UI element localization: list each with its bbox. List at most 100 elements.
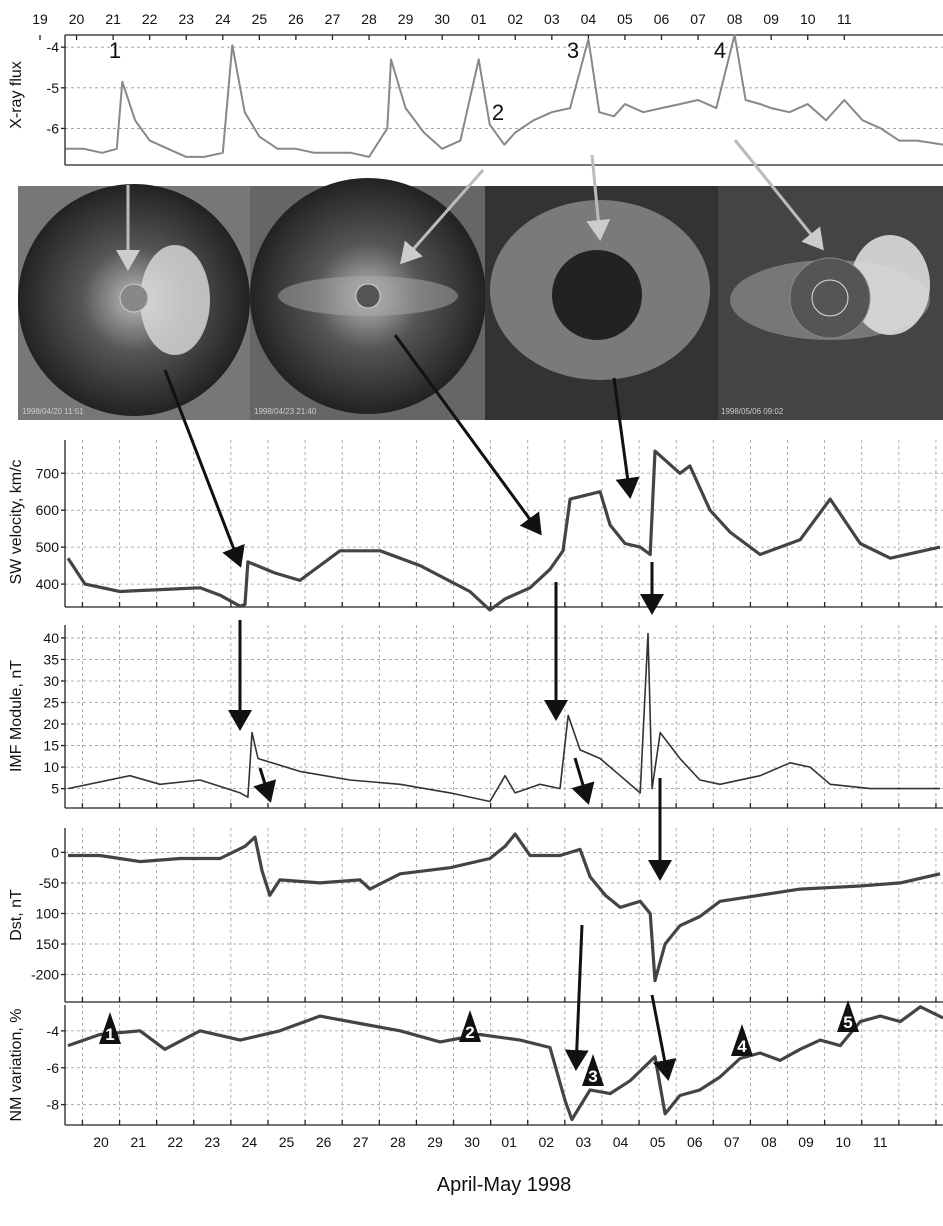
y-tick-label: -5: [47, 80, 60, 96]
x-tick-label: 30: [434, 11, 450, 27]
x-tick-label: 26: [288, 11, 304, 27]
x-tick-label: 20: [93, 1134, 109, 1150]
data-line: [68, 832, 941, 983]
x-tick-label: 11: [837, 11, 852, 27]
event-marker: [99, 1012, 121, 1044]
y-tick-label: -8: [47, 1097, 60, 1113]
flare-label: 4: [714, 38, 726, 63]
y-tick-label: -6: [47, 1060, 60, 1076]
event-marker: [459, 1010, 481, 1042]
x-tick-label: 06: [654, 11, 670, 27]
x-tick-label: 23: [178, 11, 194, 27]
x-tick-label: 29: [427, 1134, 443, 1150]
x-tick-label: 03: [576, 1134, 592, 1150]
x-tick-label: 27: [353, 1134, 369, 1150]
x-tick-label: 22: [142, 11, 158, 27]
y-tick-label: 35: [43, 651, 59, 667]
x-tick-label: 19: [32, 11, 48, 27]
data-line: [66, 449, 941, 612]
y-tick-label: 5: [51, 781, 59, 797]
y-tick-label: 400: [36, 576, 60, 592]
event-label: 1: [105, 1025, 114, 1044]
x-tick-label: 07: [724, 1134, 740, 1150]
arrow: [586, 154, 611, 241]
x-tick-label: 25: [252, 11, 268, 27]
x-tick-label: 10: [835, 1134, 851, 1150]
y-tick-label: 500: [36, 539, 60, 555]
y-axis-title: X-ray flux: [8, 61, 25, 129]
occulter: [789, 257, 871, 339]
y-tick-label: 40: [43, 630, 59, 646]
y-axis-title: NM variation, %: [8, 1009, 25, 1122]
y-tick-label: 0: [51, 844, 59, 860]
x-axis-title: April-May 1998: [437, 1174, 572, 1196]
x-tick-label: 20: [69, 11, 85, 27]
occulter: [119, 283, 149, 313]
x-tick-label: 26: [316, 1134, 332, 1150]
y-tick-label: 10: [43, 759, 59, 775]
event-label: 5: [843, 1013, 852, 1032]
y-tick-label: 20: [43, 716, 59, 732]
x-tick-label: 22: [167, 1134, 183, 1150]
x-tick-label: 09: [798, 1134, 814, 1150]
x-tick-label: 07: [690, 11, 706, 27]
x-tick-label: 25: [279, 1134, 295, 1150]
y-tick-label: -6: [47, 120, 60, 136]
occulter: [552, 250, 642, 340]
x-tick-label: 04: [581, 11, 597, 27]
x-tick-label: 09: [763, 11, 779, 27]
y-tick-label: 30: [43, 673, 59, 689]
x-tick-label: 04: [613, 1134, 629, 1150]
data-line: [67, 1005, 943, 1122]
y-tick-label: 15: [43, 738, 59, 754]
x-tick-label: 10: [800, 11, 816, 27]
x-tick-label: 24: [215, 11, 231, 27]
arrow: [571, 757, 595, 805]
event-label: 3: [588, 1067, 597, 1086]
x-tick-label: 28: [390, 1134, 406, 1150]
event-label: 4: [737, 1037, 747, 1056]
x-tick-label: 08: [727, 11, 743, 27]
data-line: [67, 632, 940, 803]
sun-limb: [811, 279, 849, 317]
x-tick-label: 06: [687, 1134, 703, 1150]
x-tick-label: 21: [105, 11, 121, 27]
x-tick-label: 02: [539, 1134, 555, 1150]
arrow: [163, 369, 245, 568]
arrow: [400, 169, 485, 265]
x-tick-label: 11: [873, 1134, 888, 1150]
occulter: [355, 283, 381, 309]
arrow: [612, 377, 640, 499]
flare-label: 2: [492, 100, 504, 125]
cme: [850, 235, 930, 335]
y-tick-label: -4: [47, 39, 60, 55]
y-axis-title: Dst, nT: [8, 889, 25, 941]
x-tick-label: 27: [325, 11, 341, 27]
image-caption: 1998/04/23 21:40: [254, 407, 317, 416]
x-tick-label: 02: [507, 11, 523, 27]
x-tick-label: 28: [361, 11, 377, 27]
x-tick-label: 03: [544, 11, 560, 27]
arrow: [564, 924, 589, 1071]
x-tick-label: 08: [761, 1134, 777, 1150]
arrow: [650, 994, 677, 1081]
event-label: 2: [465, 1023, 474, 1042]
x-tick-label: 24: [242, 1134, 258, 1150]
y-tick-label: -4: [47, 1023, 60, 1039]
arrow: [253, 767, 277, 803]
y-tick-label: 100: [36, 905, 60, 921]
arrows: [116, 139, 824, 1081]
x-tick-label: 05: [617, 11, 633, 27]
y-tick-label: 600: [36, 502, 60, 518]
y-tick-label: -200: [31, 967, 59, 983]
x-tick-label: 23: [205, 1134, 221, 1150]
x-tick-label: 05: [650, 1134, 666, 1150]
arrow: [733, 139, 824, 251]
x-tick-label: 01: [471, 11, 487, 27]
data-line: [65, 34, 943, 158]
flare-label: 1: [109, 38, 121, 63]
coronagraph-images: 1998/04/20 11:51 1998/04/23 21:40 1998/0…: [18, 178, 943, 420]
image-caption: 1998/05/06 09:02: [721, 407, 784, 416]
y-tick-label: 700: [36, 465, 60, 481]
